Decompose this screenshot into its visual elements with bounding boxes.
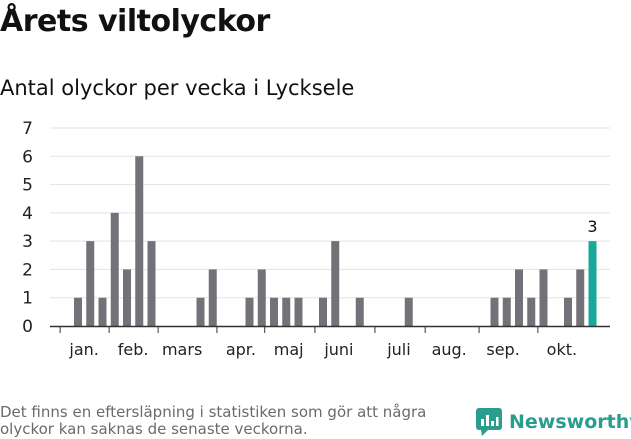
bar <box>502 297 511 326</box>
newsworthy-logo-icon <box>476 408 502 436</box>
bar <box>257 269 266 326</box>
bar <box>404 297 413 326</box>
y-axis-ticks: 0 1 2 3 4 5 6 7 <box>22 119 33 337</box>
bar <box>490 297 499 326</box>
bar <box>245 297 254 326</box>
y-tick-label: 2 <box>22 260 33 280</box>
footnote: Det finns en eftersläpning i statistiken… <box>0 403 427 438</box>
bar <box>515 269 523 326</box>
bar <box>355 297 364 326</box>
bar <box>86 241 95 326</box>
newsworthy-logo[interactable]: Newsworthy <box>476 408 631 436</box>
bar <box>331 241 340 326</box>
bar <box>110 212 119 326</box>
bar <box>564 297 572 326</box>
bar <box>270 297 278 326</box>
x-month-label: aug. <box>432 340 467 359</box>
chart-title: Årets viltolyckor <box>0 4 270 39</box>
bar <box>282 297 291 326</box>
bar <box>135 156 144 326</box>
highlight-value-label: 3 <box>587 217 597 236</box>
y-tick-label: 4 <box>22 204 33 224</box>
x-month-label: apr. <box>226 340 256 359</box>
bar-highlight <box>588 241 597 326</box>
x-month-label: feb. <box>118 340 149 359</box>
y-tick-label: 5 <box>22 176 33 196</box>
y-tick-label: 0 <box>22 317 33 337</box>
bar <box>294 297 303 326</box>
x-month-label: juni <box>323 340 353 359</box>
y-tick-label: 7 <box>22 119 33 139</box>
bar <box>123 269 131 326</box>
bar <box>147 241 156 326</box>
x-month-label: okt. <box>547 340 577 359</box>
chart-subtitle: Antal olyckor per vecka i Lycksele <box>0 76 355 100</box>
bar <box>196 297 205 326</box>
bar <box>98 297 107 326</box>
y-tick-label: 3 <box>22 232 33 252</box>
data-labels: 3 <box>587 217 597 236</box>
x-month-label: maj <box>274 340 304 359</box>
bar <box>319 297 327 326</box>
x-month-label: mars <box>162 340 202 359</box>
x-month-label: juli <box>386 340 410 359</box>
grid-lines <box>50 127 610 299</box>
bar <box>208 269 217 326</box>
x-axis: jan. feb. mars apr. maj juni juli aug. sep. okt. <box>50 325 610 359</box>
x-month-label: sep. <box>486 340 519 359</box>
newsworthy-logo-text: Newsworthy <box>509 411 631 433</box>
y-tick-label: 6 <box>22 147 33 167</box>
x-month-label: jan. <box>68 340 98 359</box>
y-tick-label: 1 <box>22 289 33 309</box>
bar <box>74 297 82 326</box>
bar <box>576 269 585 326</box>
bars <box>74 156 597 326</box>
bar <box>539 269 548 326</box>
bar-chart: 0 1 2 3 4 5 6 7 jan. feb. mars apr. maj juni juli aug.… <box>22 119 610 359</box>
bar <box>527 297 536 326</box>
